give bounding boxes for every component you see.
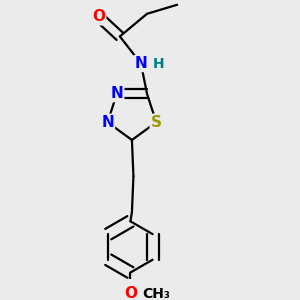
Text: N: N: [101, 115, 114, 130]
Text: N: N: [135, 56, 147, 71]
Text: O: O: [92, 9, 105, 24]
Text: N: N: [110, 86, 123, 101]
Text: CH₃: CH₃: [142, 286, 170, 300]
Text: O: O: [124, 286, 137, 300]
Text: S: S: [151, 115, 162, 130]
Text: H: H: [152, 56, 164, 70]
